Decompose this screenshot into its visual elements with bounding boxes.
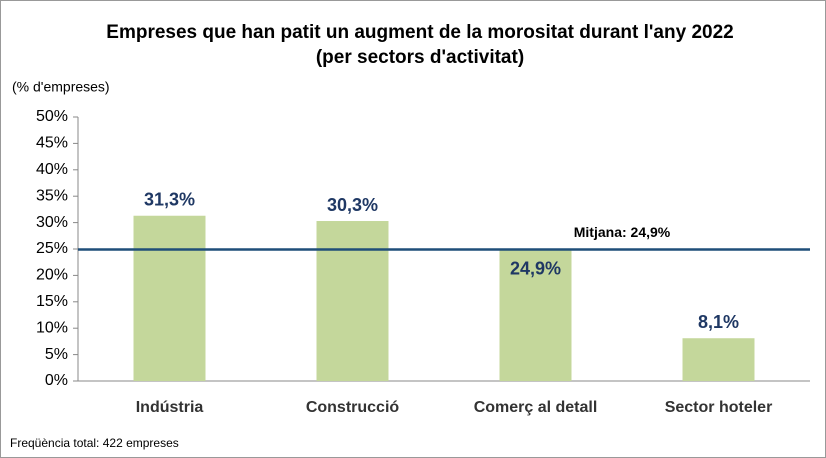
x-tick-label: Sector hoteler: [665, 399, 773, 416]
x-tick-label: Indústria: [136, 399, 204, 416]
value-label: 31,3%: [144, 189, 195, 209]
x-tick-label: Construcció: [306, 399, 400, 416]
mean-label: Mitjana: 24,9%: [574, 224, 671, 240]
y-tick-label: 35%: [36, 187, 68, 204]
bar: [133, 215, 206, 381]
y-axis-label: (% d'empreses): [12, 79, 110, 95]
value-label: 24,9%: [510, 258, 561, 278]
bar: [316, 221, 389, 381]
y-tick-label: 30%: [36, 214, 68, 231]
chart-title: Empreses que han patit un augment de la …: [106, 22, 733, 43]
y-tick-label: 0%: [45, 372, 68, 389]
y-tick-label: 25%: [36, 240, 68, 257]
y-tick-label: 50%: [36, 108, 68, 125]
y-tick-label: 20%: [36, 267, 68, 284]
y-tick-label: 45%: [36, 135, 68, 152]
bar: [682, 338, 755, 381]
value-label: 8,1%: [698, 312, 739, 332]
y-tick-label: 40%: [36, 161, 68, 178]
x-tick-label: Comerç al detall: [474, 399, 598, 416]
value-label: 30,3%: [327, 195, 378, 215]
bar: [499, 249, 572, 381]
footnote: Freqüència total: 422 empreses: [10, 436, 179, 450]
chart-subtitle: (per sectors d'activitat): [316, 47, 524, 68]
y-tick-label: 5%: [45, 346, 68, 363]
y-tick-label: 10%: [36, 319, 68, 336]
y-tick-label: 15%: [36, 293, 68, 310]
